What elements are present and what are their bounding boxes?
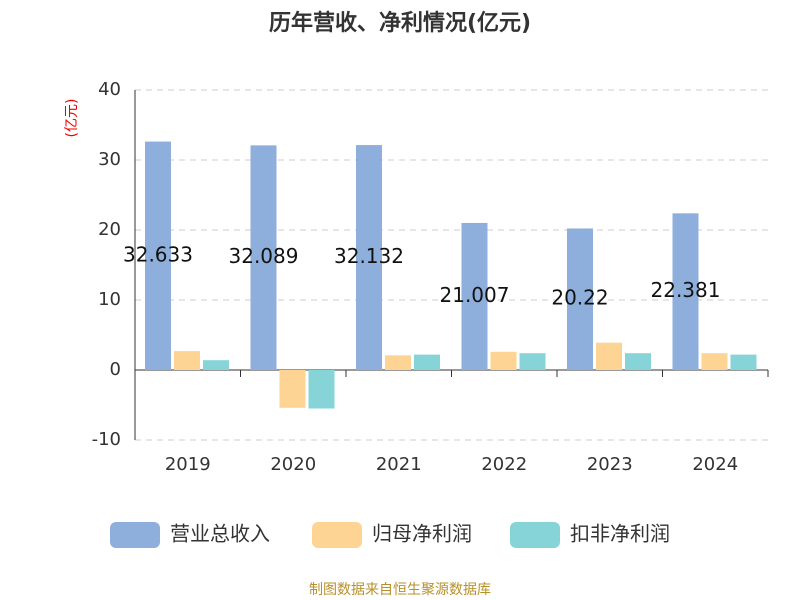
y-tick-label: 40	[98, 79, 121, 100]
x-tick-label: 2023	[587, 454, 633, 475]
bar	[625, 353, 651, 370]
data-label: 32.089	[229, 244, 299, 268]
bar	[203, 360, 229, 370]
data-label: 32.633	[123, 242, 193, 266]
bar	[461, 222, 488, 370]
bar	[490, 351, 517, 370]
legend-swatch	[312, 522, 362, 548]
bar	[414, 354, 440, 370]
y-tick-label: 0	[110, 359, 121, 380]
legend-swatch	[510, 522, 560, 548]
bar	[308, 370, 335, 409]
bar	[701, 353, 728, 370]
y-tick-label: -10	[92, 429, 121, 450]
bar	[730, 354, 757, 370]
bar	[250, 145, 277, 370]
bar	[279, 370, 306, 408]
data-label: 22.381	[651, 278, 721, 302]
x-tick-label: 2019	[165, 454, 211, 475]
legend-label: 扣非净利润	[570, 522, 670, 546]
bar	[174, 351, 200, 370]
x-tick-label: 2022	[481, 454, 527, 475]
y-tick-label: 10	[98, 289, 121, 310]
y-axis-label: (亿元)	[64, 99, 80, 138]
x-tick-label: 2024	[692, 454, 738, 475]
data-label: 32.132	[334, 244, 404, 268]
data-label: 20.22	[551, 286, 608, 310]
x-tick-label: 2020	[270, 454, 316, 475]
bar	[519, 353, 546, 370]
y-tick-label: 30	[98, 149, 121, 170]
bar	[145, 141, 171, 370]
data-label: 21.007	[440, 283, 510, 307]
bar	[567, 228, 593, 370]
legend-label: 归母净利润	[372, 522, 472, 546]
source-note: 制图数据来自恒生聚源数据库	[309, 582, 491, 598]
bar	[356, 145, 382, 370]
bar	[672, 213, 699, 370]
chart-title: 历年营收、净利情况(亿元)	[269, 10, 531, 36]
y-tick-label: 20	[98, 219, 121, 240]
bar	[596, 342, 622, 370]
legend-label: 营业总收入	[170, 522, 270, 546]
legend-swatch	[110, 522, 160, 548]
bar	[385, 355, 411, 370]
x-tick-label: 2021	[376, 454, 422, 475]
